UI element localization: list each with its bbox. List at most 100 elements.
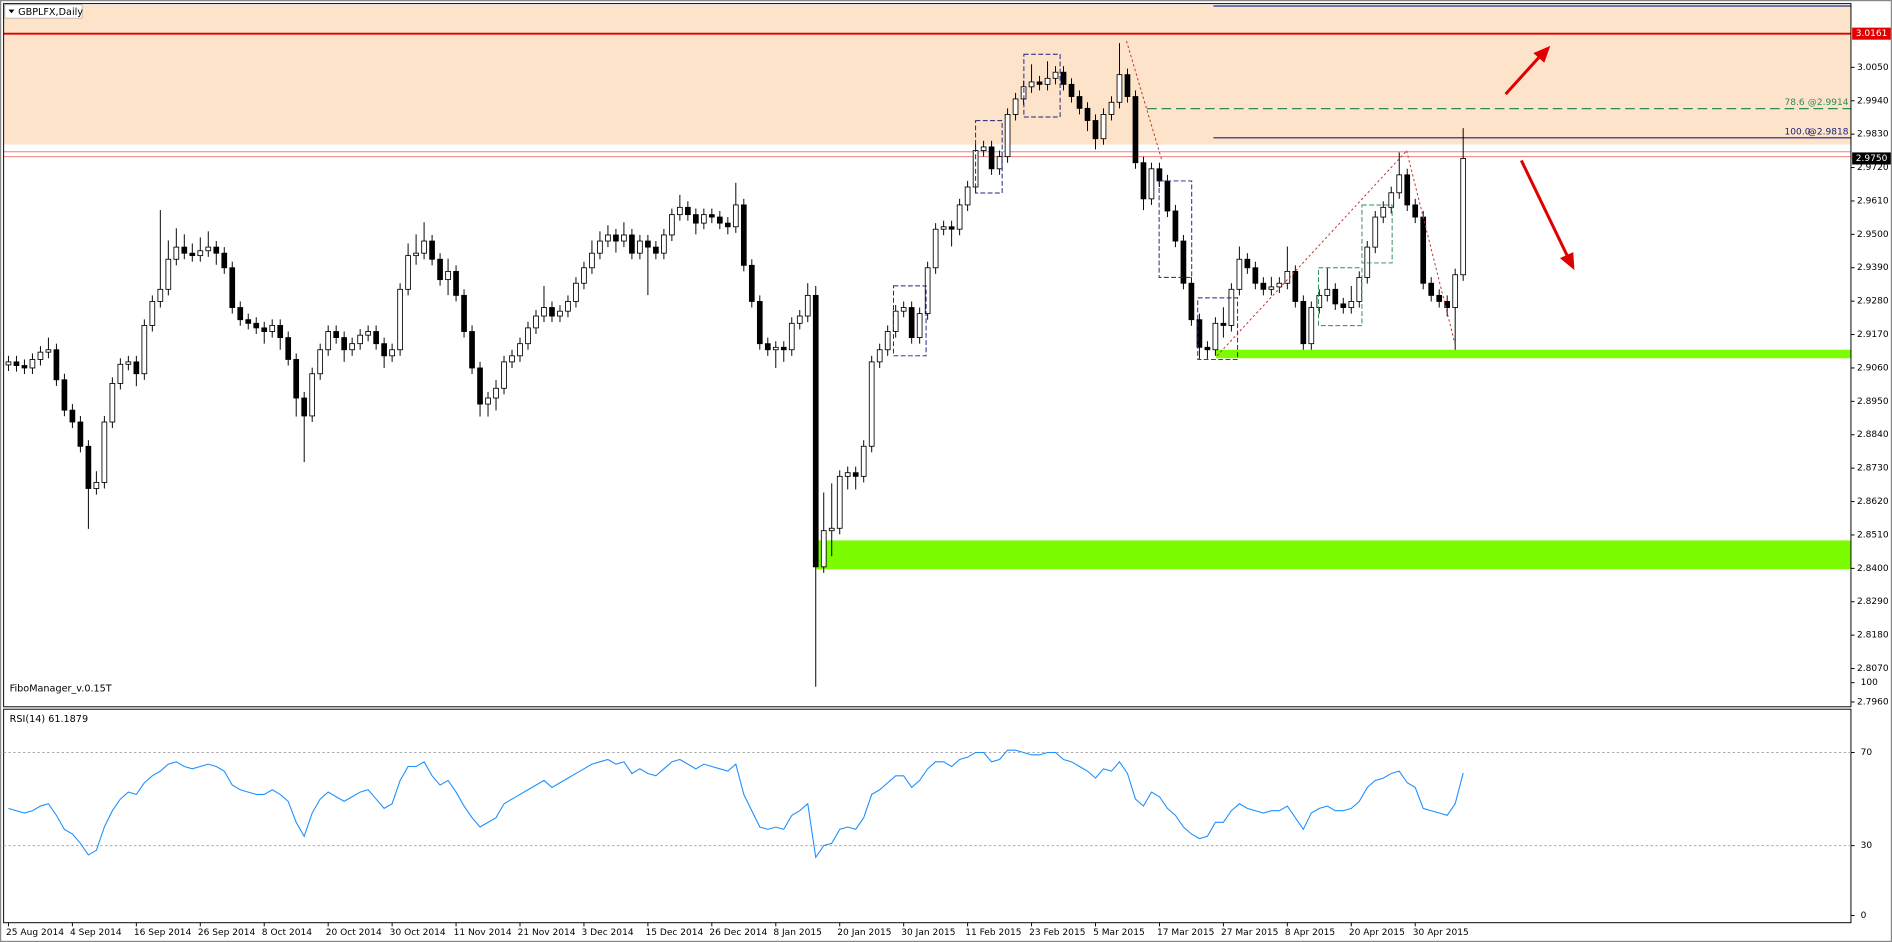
candle-body <box>69 409 76 423</box>
candle-body <box>581 267 587 284</box>
candle-body <box>1412 204 1419 218</box>
chart-title: GBPLFX,Daily <box>18 7 83 18</box>
y-tick-label: 2.9060 <box>1857 363 1889 373</box>
candle-body <box>860 445 867 477</box>
candle-body <box>525 327 531 345</box>
candle-body <box>645 240 651 248</box>
candle-body <box>1380 206 1387 218</box>
candle-body <box>445 270 451 281</box>
box-drawing <box>975 120 1003 194</box>
candle-body <box>1076 96 1083 109</box>
candle-body <box>780 346 787 351</box>
candle-body <box>748 264 755 302</box>
candle-body <box>1204 346 1211 351</box>
candle-body <box>693 214 699 224</box>
candle-body <box>101 421 108 483</box>
candle-body <box>1356 277 1363 302</box>
candle-body <box>892 310 899 332</box>
candle-body <box>573 282 579 302</box>
candle-body <box>661 234 667 254</box>
candle-body <box>437 258 443 281</box>
candle-body <box>405 255 411 290</box>
candle-body <box>1428 282 1435 296</box>
candle-body <box>189 252 196 257</box>
candle-body <box>1276 282 1283 288</box>
background-layer <box>3 4 1851 570</box>
x-tick-label: 25 Aug 2014 <box>6 928 64 938</box>
y-tick-label: 2.8620 <box>1857 497 1889 507</box>
trend-line <box>1406 150 1456 344</box>
x-tick-label: 26 Dec 2014 <box>709 928 767 938</box>
candle-body <box>1260 282 1267 290</box>
candle-body <box>1244 258 1251 269</box>
candle-body <box>1348 301 1355 308</box>
candle-body <box>613 234 619 242</box>
candle-body <box>109 383 116 423</box>
candle-body <box>5 361 12 366</box>
candle-body <box>637 240 643 254</box>
candle-body <box>1436 294 1443 302</box>
candle-body <box>29 359 36 369</box>
y-tick-label: 2.9610 <box>1857 196 1889 206</box>
candle-body <box>1188 282 1195 321</box>
drawings <box>892 53 1239 360</box>
y-tick-label: 2.9830 <box>1857 130 1889 140</box>
candle-body <box>117 363 124 384</box>
main-pane-border <box>3 3 1852 708</box>
candle-body <box>397 288 403 351</box>
candle-body <box>1308 307 1315 345</box>
candle-body <box>1028 81 1035 88</box>
x-tick-label: 5 Mar 2015 <box>1093 928 1145 938</box>
fib-price: @2.9818 <box>1808 127 1849 137</box>
candle-body <box>1068 83 1075 97</box>
candle-body <box>21 365 28 369</box>
candle-body <box>421 240 427 254</box>
zone <box>1215 349 1851 359</box>
box-drawing <box>892 285 927 357</box>
candle-body <box>1372 216 1379 248</box>
candle-body <box>1140 162 1147 200</box>
candle-body <box>477 367 483 405</box>
candle-body <box>685 206 691 216</box>
x-tick-label: 27 Mar 2015 <box>1221 928 1278 938</box>
arrow-up <box>1504 54 1542 96</box>
candle-body <box>229 267 236 308</box>
x-tick-label: 30 Oct 2014 <box>390 928 446 938</box>
candle-body <box>1092 120 1099 140</box>
candle-body <box>501 361 507 389</box>
y-tick-label: 2.8400 <box>1857 564 1889 574</box>
candle-body <box>1316 294 1323 308</box>
x-tick-label: 4 Sep 2014 <box>70 928 122 938</box>
candle-body <box>1164 180 1171 212</box>
candle-body <box>1108 101 1115 115</box>
candle-body <box>772 346 779 351</box>
title-box <box>4 4 83 19</box>
x-tick-label: 8 Apr 2015 <box>1285 928 1335 938</box>
candle-body <box>365 331 371 336</box>
candle-body <box>1116 74 1123 103</box>
last-price-box <box>1852 152 1891 165</box>
candle-body <box>1404 174 1411 206</box>
candle-body <box>133 361 140 375</box>
candle-body <box>1364 246 1371 278</box>
candle-body <box>1460 158 1467 276</box>
candle-body <box>980 146 987 151</box>
candle-body <box>940 226 947 230</box>
candle-body <box>245 319 252 324</box>
candle-body <box>1212 322 1219 351</box>
x-tick-label: 21 Nov 2014 <box>518 928 576 938</box>
candle-body <box>533 315 539 329</box>
candle-body <box>517 343 523 357</box>
candle-body <box>237 307 244 321</box>
trend-line <box>1216 150 1407 357</box>
level-label: 3.0161 <box>1856 29 1888 39</box>
candle-body <box>277 325 284 339</box>
candle-body <box>1100 114 1107 140</box>
candle-body <box>1052 71 1059 79</box>
zone <box>816 540 1851 570</box>
candle-body <box>804 294 811 317</box>
candle-body <box>605 234 611 242</box>
candle-body <box>900 307 907 312</box>
candle-body <box>429 240 435 260</box>
